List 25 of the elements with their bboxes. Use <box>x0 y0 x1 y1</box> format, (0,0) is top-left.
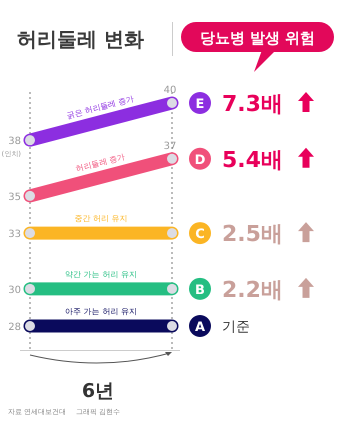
annotation: B <box>195 282 205 298</box>
chart-subtitle: 당뇨병 발생 위험 <box>200 29 316 47</box>
text: 굵은 허리둘레 증가 <box>66 94 135 120</box>
annotation: 기준 <box>222 319 250 335</box>
data-label: 35 <box>8 192 21 203</box>
data-label: 40 <box>164 85 176 96</box>
annotation: 2.2배 <box>222 278 283 303</box>
annotation: A <box>194 320 206 335</box>
chart-title: 허리둘레 변화 <box>17 27 144 51</box>
series-label: 중간 허리 유지 <box>74 214 128 224</box>
annotation: C <box>195 227 205 242</box>
x-axis-title: 6년 <box>82 380 114 402</box>
annotation: 5.4배 <box>222 148 283 173</box>
annotation: 2.5배 <box>222 222 283 248</box>
data-label: 33 <box>8 229 21 240</box>
data-label: 30 <box>8 284 21 296</box>
annotation: 7.3배 <box>222 92 283 117</box>
data-label: 37 <box>164 140 176 152</box>
annotation: D <box>194 152 206 168</box>
text: 허리둘레 증가 <box>74 152 126 174</box>
data-label: 28 <box>8 322 21 333</box>
series-label: 아주 가는 허리 유지 <box>65 307 137 316</box>
annotation: E <box>196 97 204 112</box>
data-label: 38 <box>8 136 21 148</box>
series-label: 약간 가는 허리 유지 <box>65 270 137 279</box>
